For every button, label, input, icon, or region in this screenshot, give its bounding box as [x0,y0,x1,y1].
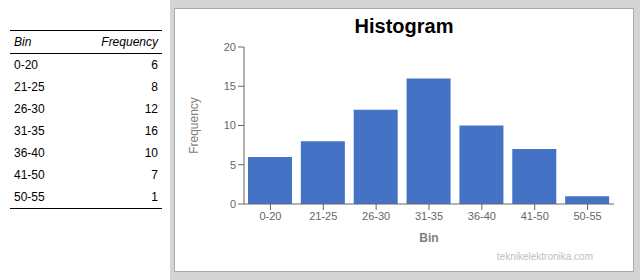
html-text:Bin: Bin [14,35,32,49]
svg-text:41-50: 41-50 [521,210,549,222]
html-text:6: 6 [151,58,158,72]
svg-text:50-55: 50-55 [574,210,602,222]
html-text:Frequency: Frequency [101,35,158,49]
svg-text:10: 10 [224,119,236,131]
svg-text:26-30: 26-30 [362,210,390,222]
html-text:7: 7 [151,168,158,182]
html-text:41-50: 41-50 [14,168,45,182]
html-text:1: 1 [151,190,158,204]
html-text:31-35: 31-35 [14,124,45,138]
svg-text:21-25: 21-25 [309,210,337,222]
html-text:36-40: 36-40 [14,146,45,160]
svg-text:31-35: 31-35 [415,210,443,222]
svg-text:5: 5 [230,159,236,171]
html-text:10: 10 [144,146,158,160]
html-text:16: 16 [144,124,158,138]
svg-text:20: 20 [224,41,236,53]
svg-text:15: 15 [224,80,236,92]
svg-text:Frequency: Frequency [187,97,201,154]
svg-text:Bin: Bin [419,231,438,245]
svg-text:36-40: 36-40 [468,210,496,222]
svg-text:0-20: 0-20 [259,210,281,222]
svg-text:0: 0 [230,198,236,210]
html-text:Histogram: Histogram [354,15,454,37]
html-text:teknikelektronika.com: teknikelektronika.com [496,251,593,262]
html-text:0-20: 0-20 [14,58,38,72]
html-text:12: 12 [144,102,158,116]
html-text:21-25: 21-25 [14,80,45,94]
html-text:50-55: 50-55 [14,190,45,204]
html-text:26-30: 26-30 [14,102,45,116]
html-text:8: 8 [151,80,158,94]
